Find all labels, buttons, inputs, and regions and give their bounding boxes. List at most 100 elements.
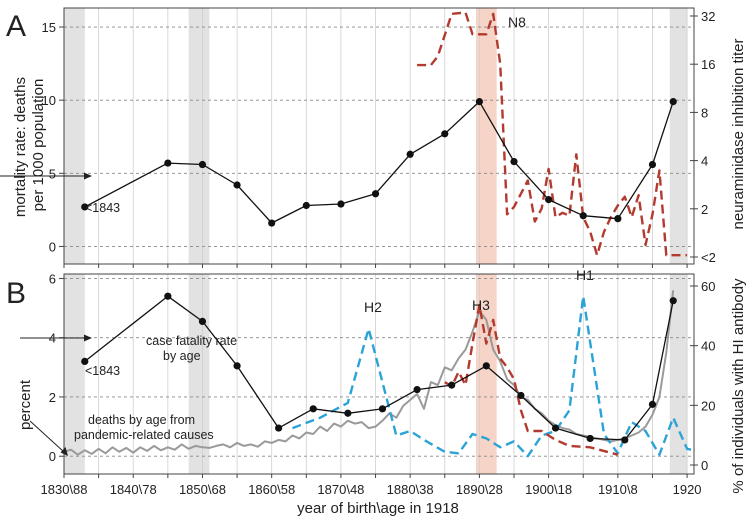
data-point-case-fatality-rate-by-age-10	[448, 381, 456, 389]
data-point-case-fatality-rate-by-age-17	[669, 297, 677, 305]
data-point-case-fatality-rate-by-age-11	[482, 362, 490, 370]
data-point-mortality-rate-7	[337, 200, 345, 208]
deaths-arrow	[29, 420, 65, 453]
panel-b-label: B	[6, 277, 26, 310]
panel-a-y-axis-title: mortality rate: deaths per 1000 populati…	[12, 73, 47, 217]
x-tick-label-1850: 1850\68	[179, 482, 226, 497]
panel-a-right-axis-title: neuraminidase inhibition titer	[730, 39, 747, 230]
series-line-mortality-rate	[84, 100, 674, 224]
data-point-case-fatality-rate-by-age-9	[413, 385, 421, 394]
right-tick-label-20: 20	[701, 398, 715, 413]
y-tick-label-0: 0	[49, 449, 56, 464]
data-point-mortality-rate-4	[233, 181, 241, 189]
data-point-case-fatality-rate-by-age-6	[309, 405, 317, 413]
data-point-case-fatality-rate-by-age-14	[586, 434, 594, 443]
shaded-band-2	[188, 8, 210, 264]
data-point-mortality-rate-13	[545, 196, 553, 204]
data-point-mortality-rate-14	[579, 212, 587, 220]
shaded-band-3	[669, 274, 688, 474]
data-point-mortality-rate-1	[81, 203, 89, 211]
x-tick-label-1840: 1840\78	[110, 482, 157, 497]
data-point-case-fatality-rate-by-age-3	[198, 317, 207, 326]
data-point-case-fatality-rate-by-age-8	[378, 405, 387, 413]
data-point-case-fatality-rate-by-age-4	[233, 362, 241, 370]
data-point-mortality-rate-16	[648, 160, 657, 169]
data-point-case-fatality-rate-by-age-7	[344, 409, 352, 417]
right-tick-label-3: 4	[701, 154, 708, 169]
data-point-case-fatality-rate-by-age-2	[164, 292, 172, 300]
x-tick-label-1910: 1910\8	[598, 482, 638, 497]
series-line-n8-neuraminidase-inhibition-titer	[417, 11, 688, 257]
data-point-mortality-rate-11	[475, 98, 483, 106]
shaded-band-2	[188, 274, 210, 474]
panel-a-first-point-label: <1843	[85, 201, 120, 215]
x-tick-label-1890: 1890\28	[456, 482, 503, 497]
data-point-case-fatality-rate-by-age-13	[551, 424, 560, 432]
shaded-band-1	[64, 8, 85, 264]
right-tick-label-40: 40	[701, 339, 715, 354]
right-tick-label-0: 32	[701, 9, 715, 24]
y-tick-label-0: 0	[49, 239, 56, 254]
y-tick-label-15: 15	[42, 20, 56, 35]
pink-band	[475, 274, 497, 474]
case-fatality-arrowhead	[84, 334, 92, 342]
n8-label: N8	[508, 14, 526, 30]
x-tick-label-1870: 1870\48	[317, 482, 364, 497]
x-tick-label-1920: 1920	[673, 482, 702, 497]
case-fatality-label-line-1: case fatality rate	[146, 334, 237, 348]
data-point-mortality-rate-6	[302, 201, 310, 210]
data-point-mortality-rate-5	[268, 219, 276, 227]
right-tick-label-4: 2	[701, 202, 708, 217]
data-point-case-fatality-rate-by-age-12	[517, 391, 525, 400]
panel-b-first-point-label: <1843	[85, 364, 120, 378]
data-point-case-fatality-rate-by-age-16	[648, 400, 657, 408]
right-tick-label-0: 0	[701, 458, 708, 473]
panel-a-label: A	[6, 10, 26, 43]
deaths-arrowhead	[60, 447, 68, 456]
y-tick-label-2: 2	[49, 390, 56, 405]
data-point-case-fatality-rate-by-age-1	[81, 357, 89, 366]
y-tick-label-10: 10	[42, 93, 56, 108]
deaths-label-line-2: pandemic-related causes	[74, 428, 214, 442]
case-fatality-label-line-2: by age	[163, 349, 201, 363]
panel-b-frame	[63, 273, 695, 475]
case-fatality-label: case fatality rate by age	[146, 334, 241, 363]
x-axis-title: year of birth\age in 1918	[297, 500, 459, 517]
series-line-h2-h1-hi-antibody-prevalence	[292, 295, 695, 458]
shaded-band-3	[669, 8, 688, 264]
data-point-mortality-rate-15	[614, 215, 622, 223]
panel-a-arrowhead	[84, 172, 92, 180]
data-point-case-fatality-rate-by-age-15	[621, 436, 629, 444]
right-tick-label-2: 8	[701, 105, 708, 120]
right-tick-label-1: 16	[701, 57, 715, 72]
y-tick-label-5: 5	[49, 166, 56, 181]
data-point-mortality-rate-10	[441, 130, 449, 138]
series-line-deaths-by-age-from-pandemic-related-causes	[63, 290, 675, 456]
data-point-mortality-rate-17	[669, 98, 677, 106]
data-point-mortality-rate-12	[510, 158, 518, 166]
panel-a: 0 5 10 15 32 16 8 4 2 <2 A mortality rate: deaths…	[0, 7, 747, 268]
right-tick-label-5: <2	[701, 250, 716, 265]
right-tick-label-60: 60	[701, 279, 715, 294]
data-point-case-fatality-rate-by-age-5	[275, 424, 283, 432]
data-point-mortality-rate-3	[198, 160, 207, 169]
y-tick-label-6: 6	[49, 271, 56, 286]
h3-label: H3	[472, 297, 490, 313]
panel-a-frame	[63, 7, 695, 265]
x-tick-label-1860: 1860\58	[248, 482, 295, 497]
panel-b-right-axis-title: % of individuals with HI antibody	[730, 278, 747, 494]
data-point-mortality-rate-2	[164, 159, 172, 167]
series-line-h3-hi-antibody-prevalence	[444, 303, 619, 456]
h1-label: H1	[576, 267, 594, 283]
x-tick-label-1830: 1830\88	[41, 482, 88, 497]
data-point-mortality-rate-9	[406, 150, 414, 158]
x-tick-label-1880: 1880\38	[387, 482, 434, 497]
x-tick-label-1900: 1900\18	[525, 482, 572, 497]
shaded-band-1	[64, 274, 85, 474]
data-point-mortality-rate-8	[371, 190, 380, 198]
pink-band	[475, 8, 497, 264]
panel-b-y-axis-title: percent	[17, 379, 34, 430]
h2-label: H2	[364, 299, 382, 315]
